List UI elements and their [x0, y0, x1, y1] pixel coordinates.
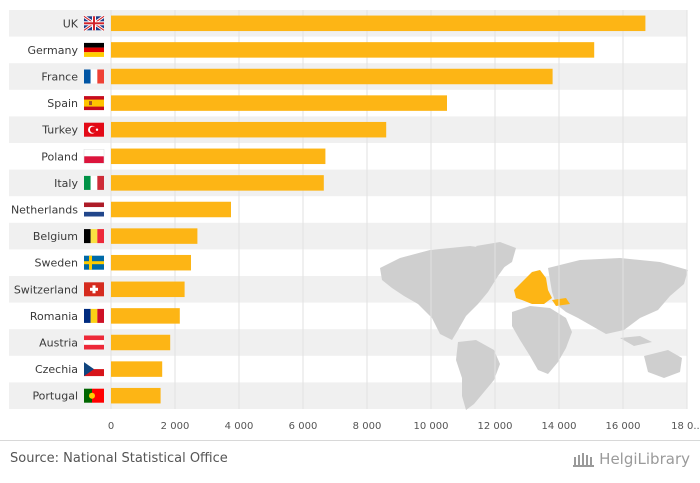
bar-chart: UK Germany France Spain Turkey Poland Italy Net…	[9, 10, 700, 432]
italy-flag-icon	[84, 175, 104, 190]
bar-romania[interactable]	[111, 308, 180, 324]
x-tick-label: 0	[108, 421, 114, 432]
bars	[111, 15, 646, 404]
map-europe	[514, 270, 552, 304]
source-note: Source: National Statistical Office	[10, 451, 228, 466]
category-label: Switzerland	[14, 283, 78, 296]
bar-sweden[interactable]	[111, 254, 191, 271]
map-asia	[548, 258, 688, 334]
brand-logo[interactable]: HelgiLibrary	[573, 450, 690, 468]
category-label: UK	[63, 17, 79, 30]
category-label: Turkey	[41, 124, 78, 137]
category-label: Sweden	[35, 257, 78, 270]
sweden-flag-icon	[84, 255, 104, 270]
netherlands-flag-icon	[84, 202, 104, 217]
category-label: France	[41, 71, 78, 84]
category-label: Portugal	[32, 390, 78, 403]
category-label: Spain	[47, 97, 78, 110]
bar-netherlands[interactable]	[111, 201, 231, 218]
czechia-flag-icon	[84, 362, 104, 377]
spain-flag-icon	[84, 96, 104, 111]
x-tick-label: 8 000	[353, 421, 382, 432]
x-tick-label: 2 000	[161, 421, 190, 432]
bar-czechia[interactable]	[111, 361, 163, 377]
bar-germany[interactable]	[111, 42, 595, 58]
category-labels: UK Germany France Spain Turkey Poland Italy Net…	[11, 17, 79, 402]
x-tick-label: 4 000	[225, 421, 254, 432]
category-label: Poland	[41, 150, 78, 163]
bar-switzerland[interactable]	[111, 281, 185, 298]
x-tick-label: 10 000	[414, 421, 449, 432]
x-tick-label: 16 000	[606, 421, 641, 432]
x-tick-label: 6 000	[289, 421, 318, 432]
map-north-america	[380, 246, 508, 340]
chart-footer: Source: National Statistical Office Helg…	[0, 440, 700, 483]
bar-italy[interactable]	[111, 175, 324, 191]
turkey-flag-icon	[84, 122, 104, 137]
flag-icons	[83, 15, 105, 403]
bar-austria[interactable]	[111, 334, 171, 351]
category-label: Germany	[27, 44, 78, 57]
category-label: Belgium	[33, 230, 78, 243]
bar-belgium[interactable]	[111, 228, 198, 244]
bar-uk[interactable]	[111, 15, 646, 32]
bar-spain[interactable]	[111, 95, 447, 111]
romania-flag-icon	[84, 308, 104, 323]
map-greenland	[476, 242, 516, 270]
portugal-flag-icon	[84, 388, 104, 403]
switzerland-flag-icon	[84, 282, 104, 297]
poland-flag-icon	[83, 149, 105, 164]
library-logo-icon	[573, 453, 595, 467]
x-tick-labels: 0 2 000 4 000 6 000 8 000 10 000 12 000 14 000 1…	[108, 421, 700, 432]
x-tick-label: 12 000	[478, 421, 513, 432]
brand-name: HelgiLibrary	[599, 450, 690, 468]
category-label: Italy	[54, 177, 78, 190]
map-australia	[644, 350, 682, 378]
austria-flag-icon	[84, 335, 104, 350]
belgium-flag-icon	[84, 229, 104, 244]
category-label: Czechia	[35, 363, 78, 376]
bar-poland[interactable]	[111, 148, 326, 165]
germany-flag-icon	[84, 42, 104, 57]
x-tick-label: 14 000	[542, 421, 577, 432]
uk-flag-icon	[83, 15, 105, 32]
bar-france[interactable]	[111, 68, 553, 85]
bar-portugal[interactable]	[111, 387, 161, 404]
category-label: Romania	[30, 310, 78, 323]
category-label: Austria	[39, 337, 78, 350]
map-south-america	[456, 340, 500, 410]
bar-turkey[interactable]	[111, 121, 387, 138]
category-label: Netherlands	[11, 204, 78, 217]
x-tick-label: 18 0...	[671, 421, 700, 432]
map-turkey	[552, 298, 570, 306]
map-africa	[512, 306, 572, 374]
map-indonesia	[620, 336, 652, 346]
france-flag-icon	[84, 69, 104, 84]
world-map-image	[380, 242, 688, 410]
